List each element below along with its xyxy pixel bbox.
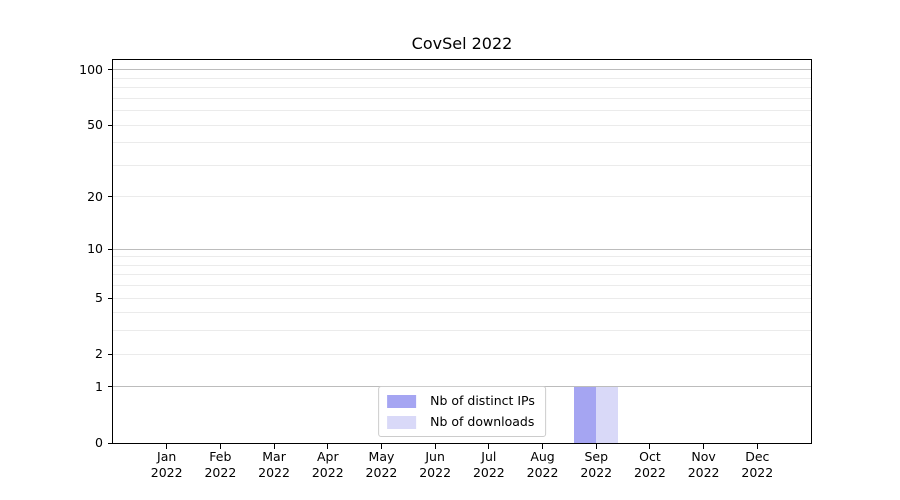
x-tick-mark: [219, 444, 221, 449]
x-tick-label: Mar 2022: [258, 449, 290, 480]
y-tick-label: 0: [95, 435, 103, 450]
minor-gridline: [113, 256, 811, 258]
y-tick-mark: [108, 69, 113, 71]
y-tick-label: 20: [87, 188, 103, 204]
minor-gridline: [113, 142, 811, 144]
y-tick-mark: [108, 196, 113, 198]
minor-gridline: [113, 110, 811, 112]
minor-gridline: [113, 285, 811, 287]
legend-entry-distinct-ips: Nb of distinct IPs: [387, 394, 535, 408]
minor-gridline: [113, 264, 811, 266]
y-tick-mark: [108, 248, 113, 250]
y-tick-label: 100: [79, 61, 103, 77]
minor-gridline: [113, 124, 811, 126]
minor-gridline: [113, 77, 811, 79]
legend-label-downloads: Nb of downloads: [430, 414, 535, 429]
downloads-swatch-icon: [387, 415, 417, 429]
x-tick-label: Jan 2022: [150, 449, 183, 480]
x-tick-label: Dec 2022: [741, 449, 774, 480]
x-tick-mark: [542, 444, 544, 449]
legend-entry-downloads: Nb of downloads: [387, 415, 535, 429]
minor-gridline: [113, 353, 811, 355]
x-tick-mark: [649, 444, 651, 449]
bar-distinct-ips: [574, 386, 597, 443]
x-tick-mark: [380, 444, 382, 449]
x-tick-label: Jun 2022: [419, 449, 452, 480]
minor-gridline: [113, 196, 811, 198]
legend-label-distinct-ips: Nb of distinct IPs: [430, 393, 535, 408]
y-tick-label: 1: [95, 378, 103, 394]
y-tick-label: 5: [95, 290, 103, 306]
distinct-ips-swatch-icon: [387, 394, 417, 408]
y-tick-label: 50: [87, 117, 103, 133]
y-tick-label: 2: [95, 346, 103, 362]
major-gridline: [113, 248, 811, 250]
chart-title: CovSel 2022: [411, 34, 513, 53]
y-tick-mark: [108, 124, 113, 126]
y-tick-mark: [108, 442, 113, 444]
x-tick-mark: [273, 444, 275, 449]
x-tick-label: Nov 2022: [687, 449, 720, 480]
y-tick-mark: [108, 297, 113, 299]
minor-gridline: [113, 97, 811, 99]
minor-gridline: [113, 87, 811, 89]
x-tick-label: Feb 2022: [204, 449, 237, 480]
minor-gridline: [113, 164, 811, 166]
x-tick-mark: [166, 444, 168, 449]
plot-area: Nb of distinct IPs Nb of downloads 0 1 2 5 1…: [79, 59, 812, 480]
x-tick-mark: [595, 444, 597, 449]
legend: Nb of distinct IPs Nb of downloads: [378, 386, 546, 437]
x-tick-label: Oct 2022: [634, 449, 666, 480]
x-tick-mark: [703, 444, 705, 449]
minor-gridline: [113, 330, 811, 332]
x-tick-mark: [434, 444, 436, 449]
x-tick-mark: [756, 444, 758, 449]
minor-gridline: [113, 297, 811, 299]
x-tick-label: Jul 2022: [472, 449, 505, 480]
y-tick-label: 10: [87, 241, 103, 257]
major-gridline: [113, 69, 811, 71]
x-tick-label: May 2022: [365, 449, 398, 480]
x-tick-label: Apr 2022: [311, 449, 344, 480]
y-tick-mark: [108, 353, 113, 355]
minor-gridline: [113, 274, 811, 276]
x-tick-mark: [488, 444, 490, 449]
minor-gridline: [113, 312, 811, 314]
y-tick-mark: [108, 386, 113, 388]
x-tick-mark: [327, 444, 329, 449]
x-tick-label: Aug 2022: [526, 449, 559, 480]
x-tick-label: Sep 2022: [580, 449, 613, 480]
bar-downloads: [596, 386, 619, 443]
